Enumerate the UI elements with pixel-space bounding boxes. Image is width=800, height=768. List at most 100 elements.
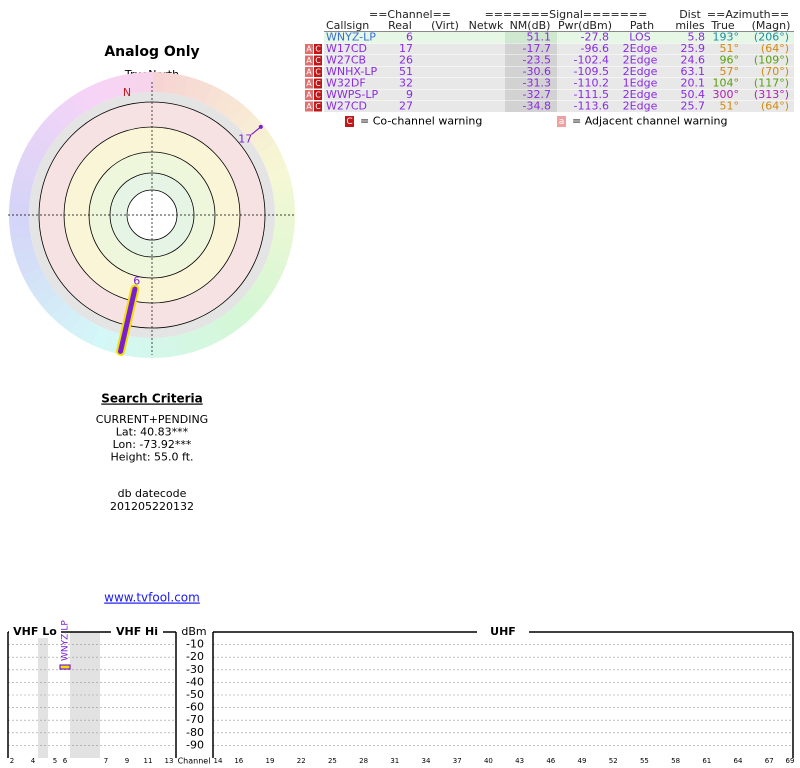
site-link[interactable]: www.tvfool.com	[104, 591, 200, 605]
search-line: CURRENT+PENDING	[96, 413, 208, 426]
cell-dist: 24.6	[681, 54, 706, 67]
cell-path: 2Edge	[623, 65, 658, 78]
cell-nm: -31.3	[523, 77, 551, 90]
radar-band	[183, 76, 203, 100]
cell-nm: 51.1	[527, 31, 552, 44]
x-tick-label: 31	[390, 757, 399, 765]
cell-dist: 5.8	[688, 31, 706, 44]
cell-pwr: -109.5	[574, 65, 609, 78]
cell-dist: 20.1	[681, 77, 706, 90]
radar-band	[212, 315, 235, 340]
column-header: miles	[675, 19, 705, 32]
cell-magn: (206°)	[754, 31, 789, 44]
section-label: VHF Lo	[13, 625, 57, 638]
cell-true: 300°	[713, 88, 740, 101]
radar-band	[238, 294, 262, 317]
cell-callsign: WWPS-LP	[326, 88, 378, 101]
cell-callsign: WNYZ-LP	[326, 31, 376, 44]
cell-real: 27	[399, 100, 413, 113]
warning-letter: C	[315, 56, 321, 65]
x-tick-label: 7	[104, 757, 108, 765]
cell-path: 2Edge	[623, 42, 658, 55]
search-title: Search Criteria	[101, 392, 202, 406]
group-header: ==Azimuth==	[707, 8, 789, 21]
radar-band	[245, 285, 270, 308]
warning-badge	[305, 90, 313, 100]
north-marker: N	[123, 86, 131, 99]
cell-nm: -23.5	[523, 54, 551, 67]
cell-real: 17	[399, 42, 413, 55]
column-header: Callsign	[326, 19, 369, 32]
search-line: Height: 55.0 ft.	[110, 451, 193, 464]
warning-badge	[314, 78, 322, 89]
warning-badge	[314, 55, 322, 66]
cell-true: 57°	[720, 65, 740, 78]
cell-true: 51°	[720, 100, 740, 113]
station-label: 17	[238, 132, 252, 145]
cell-true: 96°	[720, 54, 740, 67]
radar-band	[162, 72, 179, 95]
cell-callsign: W27CB	[326, 54, 366, 67]
radar-band	[59, 308, 82, 333]
nm-cell-bg	[505, 43, 557, 55]
radar-band	[172, 333, 190, 357]
radar-band	[10, 235, 34, 253]
warning-letter: C	[315, 68, 321, 77]
cell-real: 9	[406, 88, 413, 101]
column-header: Real	[388, 19, 412, 32]
nm-cell-bg	[505, 66, 557, 78]
radar-band	[13, 164, 37, 184]
cell-magn: (64°)	[761, 42, 789, 55]
cell-magn: (109°)	[754, 54, 789, 67]
warning-letter: A	[306, 91, 312, 100]
x-tick-label: 58	[671, 757, 680, 765]
x-tick-label: 28	[359, 757, 368, 765]
radar-band	[257, 266, 282, 288]
arrow-head	[258, 124, 263, 129]
radar-band	[114, 73, 132, 97]
cell-pwr: -113.6	[574, 100, 609, 113]
radar-band	[221, 309, 244, 333]
y-tick-label: -60	[186, 701, 204, 714]
warning-badge	[314, 101, 322, 112]
radar-band	[79, 320, 101, 345]
group-header: =======Signal=======	[485, 8, 648, 21]
column-header: NM(dB)	[510, 19, 551, 32]
x-tick-label: 34	[422, 757, 431, 765]
cell-real: 6	[406, 31, 413, 44]
radar-band	[34, 122, 59, 145]
x-tick-label: 5	[53, 757, 57, 765]
y-tick-label: -70	[186, 713, 204, 726]
cell-nm: -17.7	[523, 42, 551, 55]
radar-band	[203, 321, 224, 346]
row-bg	[324, 101, 794, 112]
x-tick-label: 19	[266, 757, 275, 765]
x-tick-label: 67	[765, 757, 774, 765]
cell-true: 104°	[713, 77, 740, 90]
section-label-bg	[477, 626, 529, 638]
cell-nm: -34.8	[523, 100, 551, 113]
nm-cell-bg	[505, 89, 557, 101]
radar-band	[139, 72, 154, 93]
x-tick-label: 9	[125, 757, 129, 765]
section-label-bg	[111, 626, 163, 638]
radar-band	[69, 90, 92, 115]
warning-badge	[305, 44, 313, 54]
x-tick-label: 40	[484, 757, 493, 765]
radar-band	[138, 337, 152, 358]
radar-band	[28, 131, 52, 154]
y-tick-label: -40	[186, 675, 204, 688]
cell-true: 193°	[713, 31, 740, 44]
radar-band	[9, 201, 30, 215]
radar-band	[41, 293, 66, 317]
cell-dist: 25.7	[681, 100, 706, 113]
x-tick-label: 69	[786, 757, 795, 765]
warning-letter: A	[306, 56, 312, 65]
occupied-col	[38, 632, 48, 758]
radar-band	[152, 72, 166, 93]
legend-adj-symbol: a	[559, 117, 565, 127]
cell-true: 51°	[720, 42, 740, 55]
section-label: VHF Hi	[116, 625, 158, 638]
cell-dist: 50.4	[681, 88, 706, 101]
